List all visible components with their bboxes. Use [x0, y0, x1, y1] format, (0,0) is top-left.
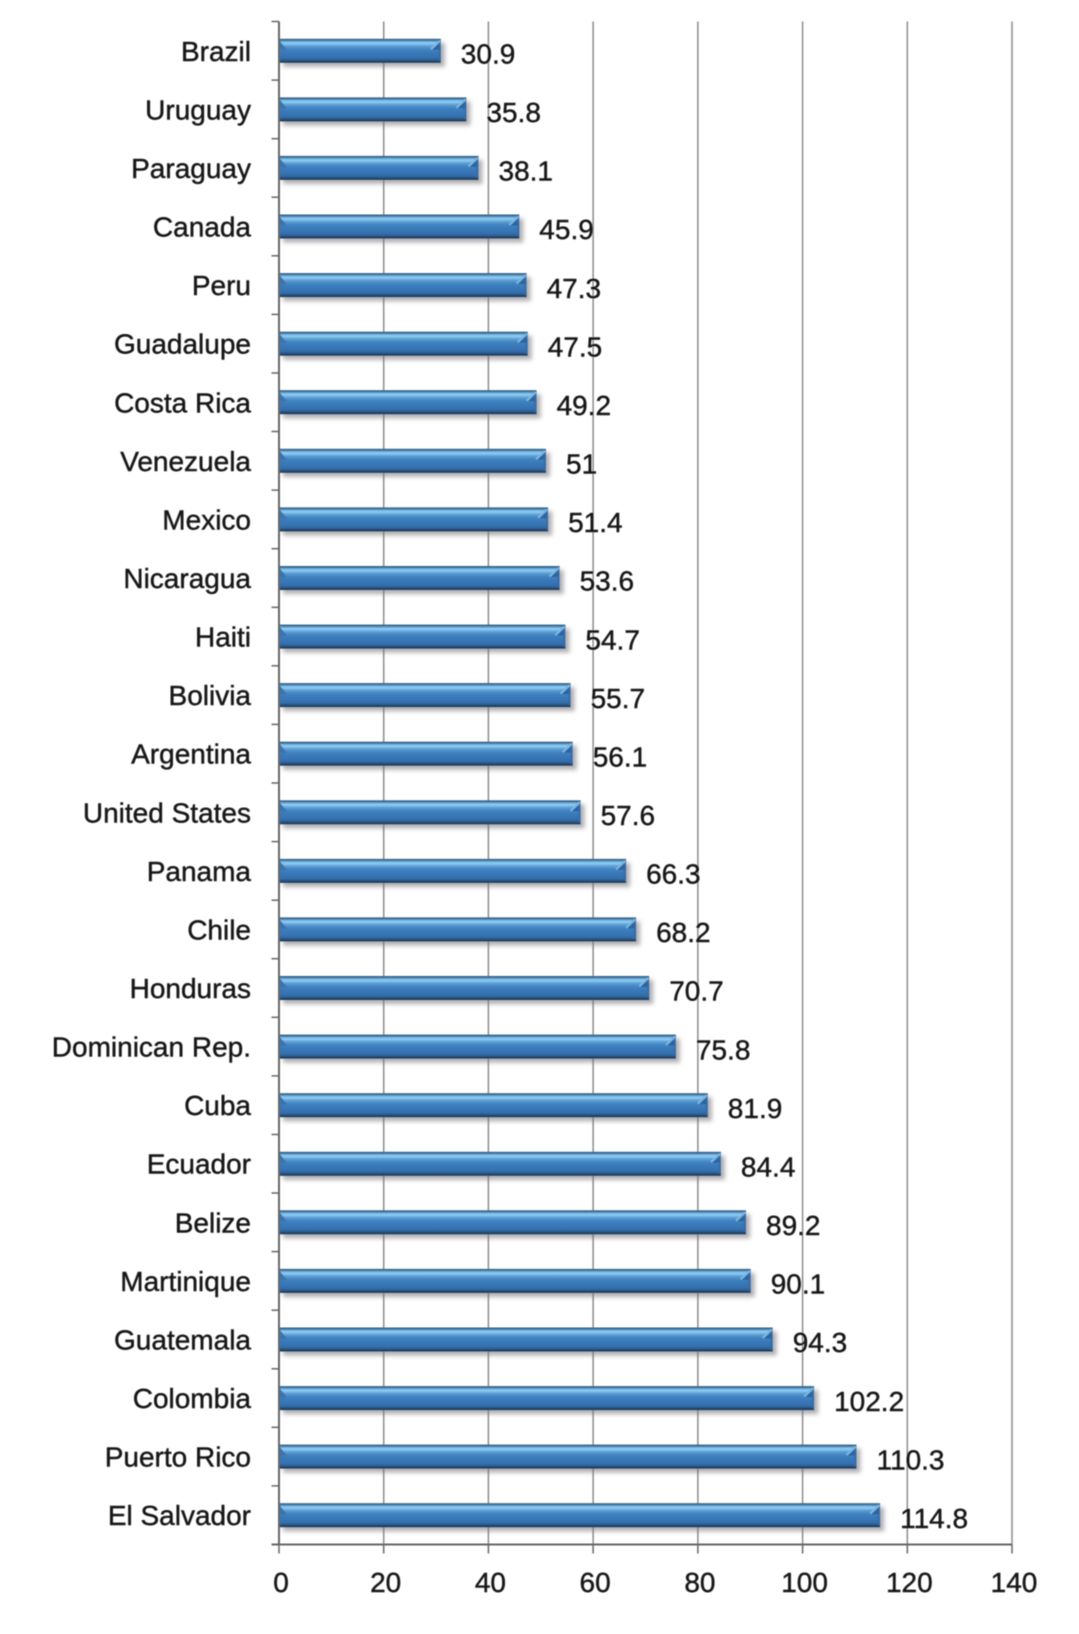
svg-text:57.6: 57.6	[601, 800, 656, 831]
svg-text:114.8: 114.8	[900, 1503, 968, 1534]
svg-text:51: 51	[566, 449, 597, 480]
svg-text:Peru: Peru	[192, 270, 251, 301]
svg-text:84.4: 84.4	[741, 1152, 796, 1183]
svg-text:Ecuador: Ecuador	[147, 1149, 251, 1180]
svg-text:35.8: 35.8	[486, 97, 541, 128]
svg-text:Guatemala: Guatemala	[114, 1325, 251, 1356]
svg-text:47.5: 47.5	[548, 331, 603, 362]
svg-text:Paraguay: Paraguay	[131, 153, 251, 184]
svg-text:55.7: 55.7	[591, 683, 646, 714]
svg-text:0: 0	[273, 1567, 289, 1598]
svg-text:66.3: 66.3	[646, 859, 701, 890]
svg-text:70.7: 70.7	[669, 976, 724, 1007]
svg-text:110.3: 110.3	[877, 1444, 945, 1475]
svg-text:54.7: 54.7	[585, 624, 640, 655]
svg-text:89.2: 89.2	[766, 1210, 821, 1241]
svg-text:Dominican Rep.: Dominican Rep.	[52, 1032, 251, 1063]
svg-text:45.9: 45.9	[539, 214, 594, 245]
svg-text:Brazil: Brazil	[181, 36, 251, 67]
svg-text:94.3: 94.3	[793, 1327, 848, 1358]
svg-text:51.4: 51.4	[568, 507, 623, 538]
svg-text:Chile: Chile	[187, 914, 251, 945]
svg-text:Guadalupe: Guadalupe	[114, 329, 251, 360]
svg-text:Haiti: Haiti	[195, 622, 251, 653]
svg-text:47.3: 47.3	[547, 273, 602, 304]
svg-text:Mexico: Mexico	[162, 504, 251, 535]
svg-text:20: 20	[370, 1567, 401, 1598]
svg-text:53.6: 53.6	[580, 566, 635, 597]
svg-text:Cuba: Cuba	[184, 1090, 251, 1121]
svg-text:102.2: 102.2	[834, 1386, 904, 1417]
svg-text:100: 100	[781, 1567, 828, 1598]
svg-text:90.1: 90.1	[771, 1269, 826, 1300]
svg-text:Colombia: Colombia	[133, 1383, 252, 1414]
svg-text:Puerto Rico: Puerto Rico	[105, 1442, 251, 1473]
svg-text:El Salvador: El Salvador	[108, 1500, 251, 1531]
svg-text:60: 60	[580, 1567, 611, 1598]
svg-text:68.2: 68.2	[656, 917, 711, 948]
svg-text:Belize: Belize	[175, 1207, 251, 1238]
svg-text:Nicaragua: Nicaragua	[123, 563, 251, 594]
svg-text:40: 40	[475, 1567, 506, 1598]
svg-text:75.8: 75.8	[696, 1034, 751, 1065]
svg-text:United States: United States	[83, 797, 251, 828]
svg-text:Costa Rica: Costa Rica	[114, 387, 251, 418]
svg-text:120: 120	[886, 1567, 933, 1598]
svg-text:Canada: Canada	[153, 212, 252, 243]
svg-text:Bolivia: Bolivia	[169, 680, 252, 711]
svg-text:Argentina: Argentina	[131, 739, 251, 770]
svg-text:Uruguay: Uruguay	[145, 94, 251, 125]
svg-text:Venezuela: Venezuela	[120, 446, 251, 477]
svg-text:Panama: Panama	[147, 856, 252, 887]
svg-text:38.1: 38.1	[499, 156, 554, 187]
svg-text:30.9: 30.9	[461, 39, 516, 70]
svg-text:56.1: 56.1	[593, 741, 648, 772]
svg-text:140: 140	[991, 1567, 1038, 1598]
svg-text:Martinique: Martinique	[120, 1266, 251, 1297]
svg-text:49.2: 49.2	[557, 390, 612, 421]
svg-text:80: 80	[684, 1567, 715, 1598]
svg-text:Honduras: Honduras	[130, 973, 251, 1004]
svg-text:81.9: 81.9	[728, 1093, 783, 1124]
